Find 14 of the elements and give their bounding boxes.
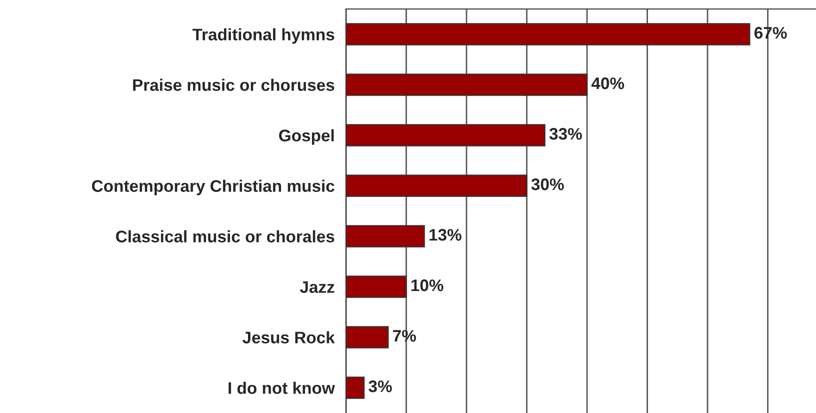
data-label: 13%	[430, 228, 462, 241]
y-tick-label: Traditional hymns	[192, 28, 334, 44]
y-tick-label: Jesus Rock	[242, 331, 335, 344]
data-label: 30%	[531, 178, 564, 190]
y-tick-label: I do not know	[228, 382, 335, 394]
y-tick-label: Jazz	[300, 281, 334, 293]
data-label: 3%	[368, 380, 392, 392]
data-label: 40%	[591, 77, 624, 90]
y-tick-label: Classical music or chorales	[116, 230, 334, 242]
y-tick-label: Contemporary Christian music	[92, 180, 334, 196]
data-label: 10%	[411, 279, 444, 292]
y-tick-label: Gospel	[279, 129, 334, 145]
y-tick-label: Praise music or choruses	[133, 78, 334, 91]
data-label: 33%	[549, 128, 582, 140]
